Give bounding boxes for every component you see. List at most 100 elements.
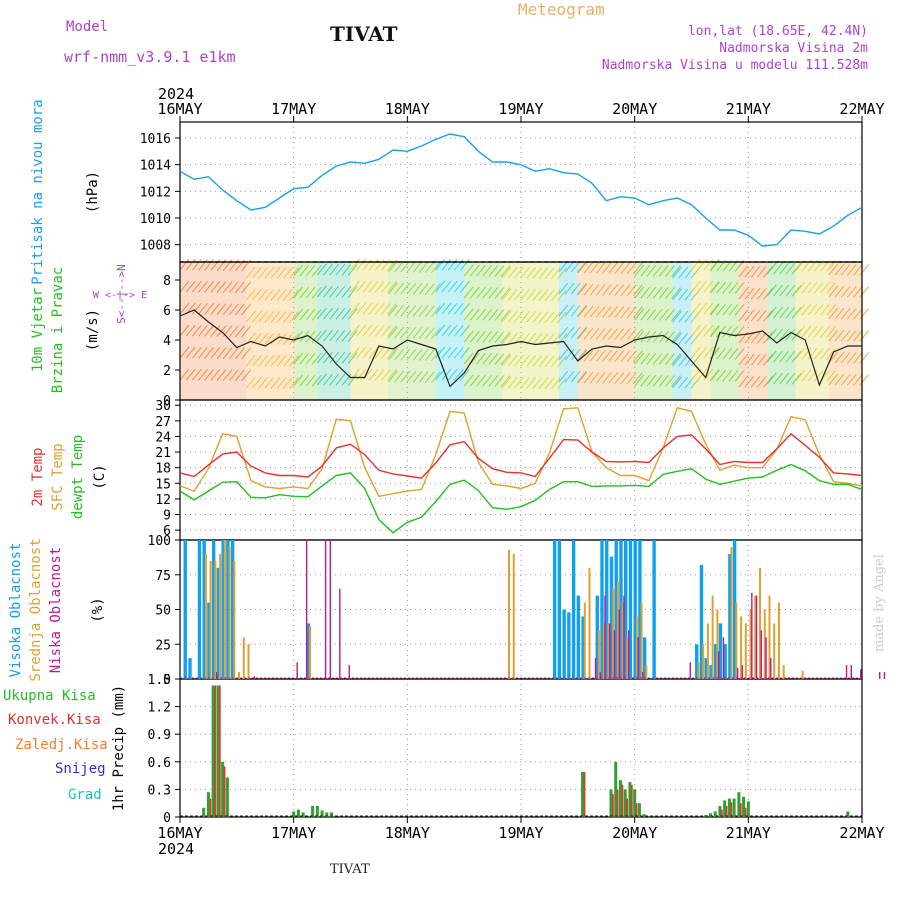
wind-arrow xyxy=(216,369,227,381)
wind-arrow xyxy=(368,368,379,381)
wind-arrow xyxy=(626,262,637,275)
cloud-bar-1 xyxy=(507,549,510,679)
wind-arrow xyxy=(198,258,208,271)
y-tick-label: 0 xyxy=(163,673,171,688)
wind-arrow xyxy=(801,281,812,294)
wind-arrow xyxy=(620,306,631,319)
wind-arrow xyxy=(228,325,239,338)
wind-arrow xyxy=(634,264,645,277)
wind-arrow xyxy=(570,260,581,273)
wind-arrow xyxy=(558,326,569,339)
wind-arrow xyxy=(738,287,749,300)
wind-arrow xyxy=(469,308,480,321)
wind-arrow xyxy=(840,373,851,386)
wind-band-10 xyxy=(577,262,635,400)
wind-arrow xyxy=(245,376,256,389)
wind-arrow xyxy=(329,307,340,320)
pressure-line xyxy=(179,133,863,247)
wind-arrow xyxy=(544,355,555,368)
wind-arrow xyxy=(526,267,537,279)
cloud-bar-0 xyxy=(226,540,230,679)
precip-bar-0 xyxy=(581,771,585,817)
cloud-bar-1 xyxy=(512,553,515,679)
wind-arrow xyxy=(570,370,581,383)
wind-arrow xyxy=(459,259,470,271)
wind-arrow xyxy=(368,346,379,359)
precip-conv-legend: Konvek.Kisa xyxy=(8,712,101,728)
wind-arrow xyxy=(614,372,625,384)
wind-arrow xyxy=(595,371,606,384)
y-tick-label: 1014 xyxy=(140,159,171,174)
wind-arrow xyxy=(222,347,233,360)
wind-arrow xyxy=(500,375,511,387)
wind-arrow xyxy=(557,355,567,368)
wind-arrow xyxy=(710,281,720,294)
wind-arrow xyxy=(620,284,631,297)
wind-arrow xyxy=(557,311,567,324)
wind-arrow xyxy=(264,310,275,323)
precip-bar-1 xyxy=(219,685,221,817)
wind-arrow xyxy=(228,281,239,294)
wind-arrow xyxy=(288,333,299,346)
wind-arrow xyxy=(564,260,575,273)
wind-arrow xyxy=(646,264,657,277)
precip-bar-0 xyxy=(746,801,750,817)
precip-bar-0 xyxy=(202,807,206,817)
wind-arrow xyxy=(763,376,773,388)
wind-arrow xyxy=(350,258,360,271)
wind-arrow xyxy=(795,281,806,294)
wind-arrow xyxy=(282,355,293,367)
wind-arrow xyxy=(488,309,499,321)
wind-arrow xyxy=(374,369,385,381)
wind-arrow xyxy=(526,377,537,389)
wind-arrow xyxy=(632,350,643,363)
wind-arrow xyxy=(362,346,373,359)
y-tick-label: 0.9 xyxy=(148,728,171,743)
wind-arrow xyxy=(564,370,575,383)
wind-arrow xyxy=(595,349,606,362)
wind-arrow xyxy=(210,259,221,271)
cloud-bar-2 xyxy=(765,637,767,679)
station-title: TIVAT xyxy=(330,22,398,46)
wind-arrow xyxy=(241,303,251,316)
wind-arrow xyxy=(558,348,569,361)
wind-arrow xyxy=(801,347,812,360)
wind-arrow xyxy=(520,332,530,345)
wind-arrow xyxy=(270,311,281,323)
lonlat-label: lon,lat (18.65E, 42.4N) xyxy=(687,24,868,39)
y-tick-label: 50 xyxy=(155,604,171,619)
wind-arrow xyxy=(665,265,675,277)
wind-arrow xyxy=(482,264,493,277)
wind-arrow xyxy=(589,371,600,384)
wind-arrow xyxy=(431,283,441,296)
wind-arrow xyxy=(476,374,486,387)
wind-arrow xyxy=(763,266,773,278)
cloud-bar-1 xyxy=(233,560,236,679)
cloud-bar-0 xyxy=(581,616,585,679)
wind-arrow xyxy=(744,287,755,300)
precip-bar-1 xyxy=(612,794,614,817)
wind-arrow xyxy=(258,310,269,323)
precip-unit-label: 1hr Precip (mm) xyxy=(111,685,127,811)
precip-bar-0 xyxy=(320,810,324,817)
wind-arrow xyxy=(234,347,245,360)
wind-arrow xyxy=(412,349,423,361)
wind-arrow xyxy=(583,283,594,296)
wind-arrow xyxy=(507,354,518,367)
wind-arrow xyxy=(305,374,316,387)
y-tick-label: 18 xyxy=(155,462,171,477)
cloud-bar-2 xyxy=(618,609,620,679)
wind-arrow xyxy=(476,330,486,343)
cloud-bar-2 xyxy=(339,588,341,679)
precip-bar-0 xyxy=(296,809,300,817)
wind-arrow xyxy=(234,325,245,338)
wind-arrow xyxy=(795,369,806,382)
wind-arrow xyxy=(602,328,612,340)
wind-arrow xyxy=(632,306,643,319)
wind-arrow xyxy=(538,333,549,345)
precip-total-legend: Ukupna Kisa xyxy=(3,688,96,704)
wind-arrow xyxy=(311,286,322,299)
cloud-bar-2 xyxy=(883,672,886,679)
wind-arrow xyxy=(671,331,682,343)
wind-arrow xyxy=(558,304,569,317)
